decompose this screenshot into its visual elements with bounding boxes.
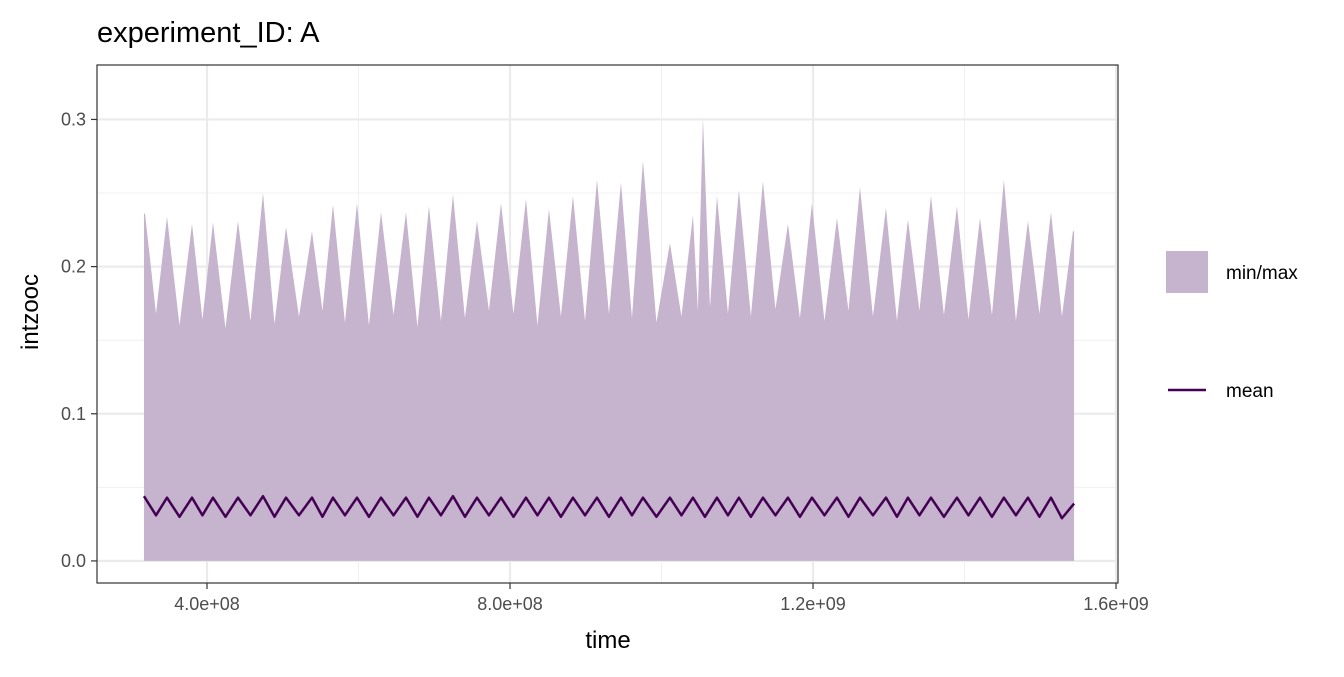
x-tick-label: 4.0e+08 (174, 594, 240, 614)
mean-line (142, 494, 1076, 520)
marks (142, 117, 1076, 561)
y-tick-label: 0.1 (61, 404, 86, 424)
x-tick-label: 1.2e+09 (780, 594, 846, 614)
legend-label-mean: mean (1226, 381, 1274, 402)
x-axis-label: time (585, 627, 630, 654)
y-axis-label: intzooc (17, 274, 44, 350)
x-tick-label: 8.0e+08 (477, 594, 543, 614)
y-tick-label: 0.0 (61, 551, 86, 571)
y-tick-label: 0.3 (61, 109, 86, 129)
chart-title: experiment_ID: A (97, 17, 320, 49)
min-max-ribbon (143, 117, 1075, 561)
legend-label-min-max: min/max (1226, 263, 1298, 284)
plot-panel-border (96, 64, 1119, 584)
legend-key-min-max (1166, 251, 1208, 293)
x-axis: 4.0e+08 8.0e+08 1.2e+09 1.6e+09 (174, 583, 1149, 614)
y-axis: 0.0 0.1 0.2 0.3 (61, 109, 97, 571)
y-tick-label: 0.2 (61, 257, 86, 277)
legend: min/max mean (1166, 251, 1298, 402)
x-tick-label: 1.6e+09 (1083, 594, 1149, 614)
